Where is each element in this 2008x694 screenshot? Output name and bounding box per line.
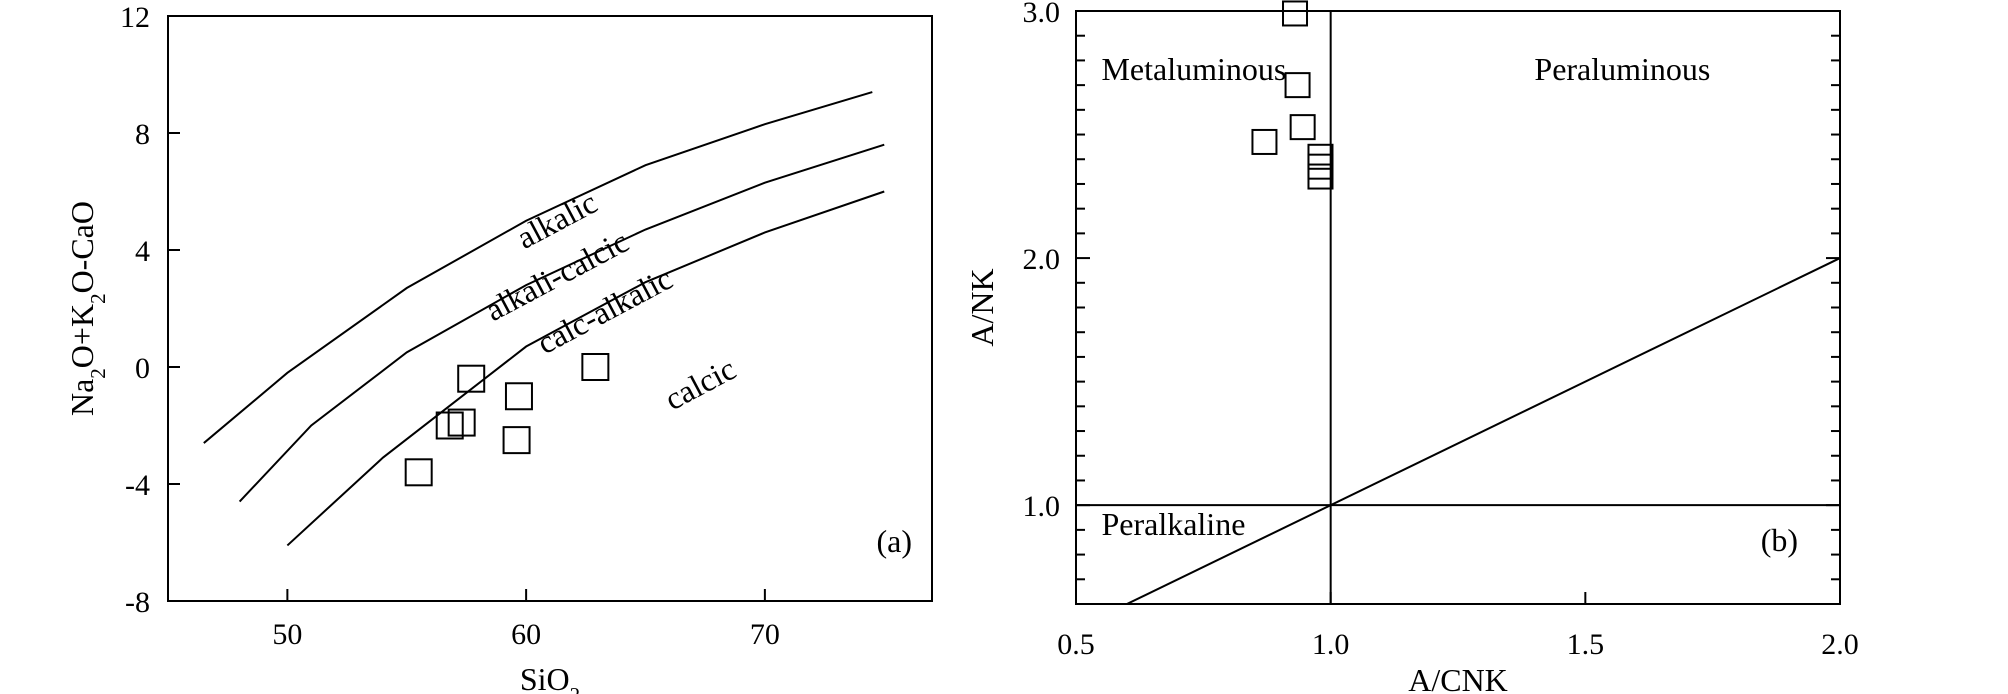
x-axis-title-a: SiO2 — [520, 661, 580, 694]
data-point-a — [502, 426, 531, 455]
y-tick-label-a: 0 — [135, 352, 150, 385]
boundary-line-b — [1124, 257, 1840, 604]
boundary-curve-calc-alkalic — [286, 190, 885, 547]
data-point-a — [504, 382, 533, 411]
data-point-b — [1282, 0, 1309, 27]
x-tick-label-b: 2.0 — [1821, 628, 1859, 661]
data-point-a — [447, 408, 476, 437]
data-point-b — [1284, 72, 1311, 99]
y-tick-label-b: 3.0 — [1023, 0, 1061, 29]
y-tick-label-a: -8 — [125, 586, 150, 619]
chart-panel-a: 506070-8-404812SiO2Na2O+K2O-CaOalkalical… — [64, 1, 933, 694]
boundary-curve-alkalic — [203, 91, 873, 444]
y-tick-label-a: 8 — [135, 118, 150, 151]
y-axis-title-a: Na2O+K2O-CaO — [64, 201, 110, 416]
x-tick-label-a: 50 — [272, 618, 302, 651]
field-label-b: Peraluminous — [1534, 51, 1710, 87]
y-axis-title-b: A/NK — [964, 268, 1000, 346]
x-tick-label-b: 1.0 — [1312, 628, 1350, 661]
x-axis-title-b: A/CNK — [1408, 662, 1508, 694]
field-label-b: Metaluminous — [1101, 51, 1286, 87]
y-tick-label-b: 1.0 — [1023, 490, 1061, 523]
data-point-a — [404, 458, 433, 487]
panel-label-b: (b) — [1761, 522, 1798, 558]
data-point-b — [1251, 128, 1278, 155]
y-tick-label-a: 12 — [120, 1, 150, 34]
y-tick-label-b: 2.0 — [1023, 243, 1061, 276]
data-point-a — [435, 411, 464, 440]
data-point-a — [457, 364, 486, 393]
field-label-calcic: calcic — [659, 350, 742, 417]
plot-frame-a — [167, 15, 933, 602]
field-boundaries-b — [1076, 11, 1840, 604]
chart-panel-b: 0.5 1.0 1.5 2.0 1.0 2.0 3.0 A/CNK A/NK Metalumino… — [964, 0, 1859, 694]
data-point-b — [1307, 163, 1334, 190]
x-tick-label-b: 0.5 — [1057, 628, 1095, 661]
x-tick-label-b: 1.5 — [1567, 628, 1605, 661]
y-tick-label-a: 4 — [135, 235, 150, 268]
x-tick-label-a: 70 — [750, 618, 780, 651]
data-point-b — [1289, 114, 1316, 141]
boundary-curve-alkali-calcic — [238, 143, 885, 503]
data-point-b — [1307, 153, 1334, 180]
x-tick-label-a: 60 — [511, 618, 541, 651]
data-point-a — [581, 353, 610, 381]
y-tick-label-a: -4 — [125, 469, 150, 502]
panel-label-a: (a) — [876, 523, 912, 559]
field-label-b: Peralkaline — [1101, 506, 1245, 542]
